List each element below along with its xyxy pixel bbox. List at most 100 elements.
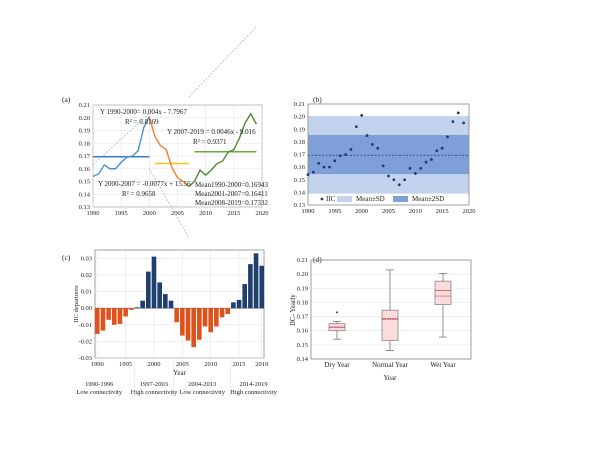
x-tick-label: 2005 [171,210,184,217]
box [434,280,452,305]
departure-bar [208,308,214,333]
x-tick-label: 1990 [91,361,104,368]
legend-label-sd: Mean±SD [356,195,385,203]
iic-point [408,166,412,170]
departure-bar [100,308,106,331]
y-tick-label: 0.16 [79,166,91,173]
departure-bar [157,282,162,309]
departure-bar [202,308,208,327]
y-tick-label: 0.15 [79,179,90,186]
annotation-eq1: Y 1990-2000= 0.004x - 7.7967 [100,108,187,116]
departure-bar [191,308,196,348]
departure-bar [236,299,242,309]
y-tick-label: 0.19 [79,128,90,135]
departure-bar [140,300,145,309]
y-tick-label: 0.14 [79,191,91,198]
iic-line-segment [188,112,257,188]
y-tick-label: 0.16 [294,164,306,171]
iic-point [371,143,374,146]
annotation-r3: R² = 0.9658 [122,190,156,198]
panel-label-b: (b) [313,95,322,104]
x-tick-label: 2010 [199,210,212,217]
x-tick-label: 2020 [256,210,269,217]
departure-bar [185,308,191,341]
departure-bar [174,308,179,323]
panel-label-d: (d) [313,255,322,264]
iic-point [392,178,396,182]
y-tick-label: 0.19 [297,285,308,292]
y-tick-label: 0.21 [294,101,305,108]
iic-point [306,173,310,177]
iic-point [360,113,364,117]
y-tick-label: -0.01 [78,322,92,329]
period-years: 1997-2003 [140,381,168,388]
departure-bar [134,307,140,309]
iic-point [440,146,444,150]
departure-bar [197,308,202,340]
y-tick-label: 0.18 [79,140,90,147]
y-tick-label: 0.00 [81,305,92,312]
iic-point [322,165,326,169]
x-tick-label: 2020 [463,208,476,215]
y-tick-label: 0.18 [294,139,305,146]
iic-line-segment [92,116,150,178]
y-tick-label: 0.02 [81,272,92,279]
iic-point [413,172,417,175]
x-axis-label: Year [173,369,187,377]
departure-bar [106,308,111,320]
departure-bar [117,308,123,324]
trend-line [188,26,257,98]
trend-line [92,113,150,165]
x-tick-label: 2010 [409,208,422,215]
annotation-eq2: Y 2007-2019 = 0.0046x - 9.016 [167,128,256,136]
y-tick-label: 0.17 [297,314,309,321]
departure-bar [94,308,100,334]
y-tick-label: 0.21 [79,102,90,109]
trend-line [148,168,190,238]
departure-bar [259,265,265,309]
y-tick-label: 0.13 [294,202,305,209]
departure-bar [242,284,248,309]
legend-swatch-sd [337,196,352,202]
iic-point [387,174,390,178]
y-tick-label: 0.14 [294,189,306,196]
y-tick-label: -0.02 [78,338,92,345]
departure-bar [145,271,151,309]
departure-bar [151,256,157,309]
y-tick-label: 0.20 [294,114,305,121]
legend-label-2sd: Mean±2SD [412,195,444,203]
period-label: High connectivity [230,389,278,396]
box [381,309,399,342]
iic-point [354,125,358,129]
y-tick-label: 0.15 [294,177,305,184]
mean-sd-band [308,134,469,175]
period-label: Low connectivity [179,389,225,396]
y-tick-label: 0.17 [79,153,91,160]
x-tick-label: 2005 [176,361,189,368]
y-tick-label: 0.20 [297,271,308,278]
iic-point [376,146,380,150]
category-label: Normal Year [372,361,408,369]
iic-point [317,161,321,165]
iic-point [451,120,455,124]
y-tick-label: -0.03 [78,355,92,362]
period-years: 2004-2013 [188,381,216,388]
y-tick-label: 0.21 [297,257,308,264]
annotation-r2: R² = 0.9371 [193,138,227,146]
plot-frame [310,259,472,360]
y-axis-label: IIC departures [73,285,80,323]
departure-bar [180,308,185,336]
iic-point [403,178,406,182]
x-tick-label: 1995 [119,361,132,368]
panel-label-c: (c) [62,253,71,262]
period-label: High connectivity [131,389,179,396]
departure-bar [219,308,225,318]
x-tick-label: 1995 [115,210,128,217]
departure-bar [248,264,253,309]
departure-bar [214,308,219,327]
x-tick-label: 1995 [328,208,341,215]
iic-point [435,149,439,153]
iic-point [397,183,401,187]
x-tick-label: 2000 [355,208,368,215]
